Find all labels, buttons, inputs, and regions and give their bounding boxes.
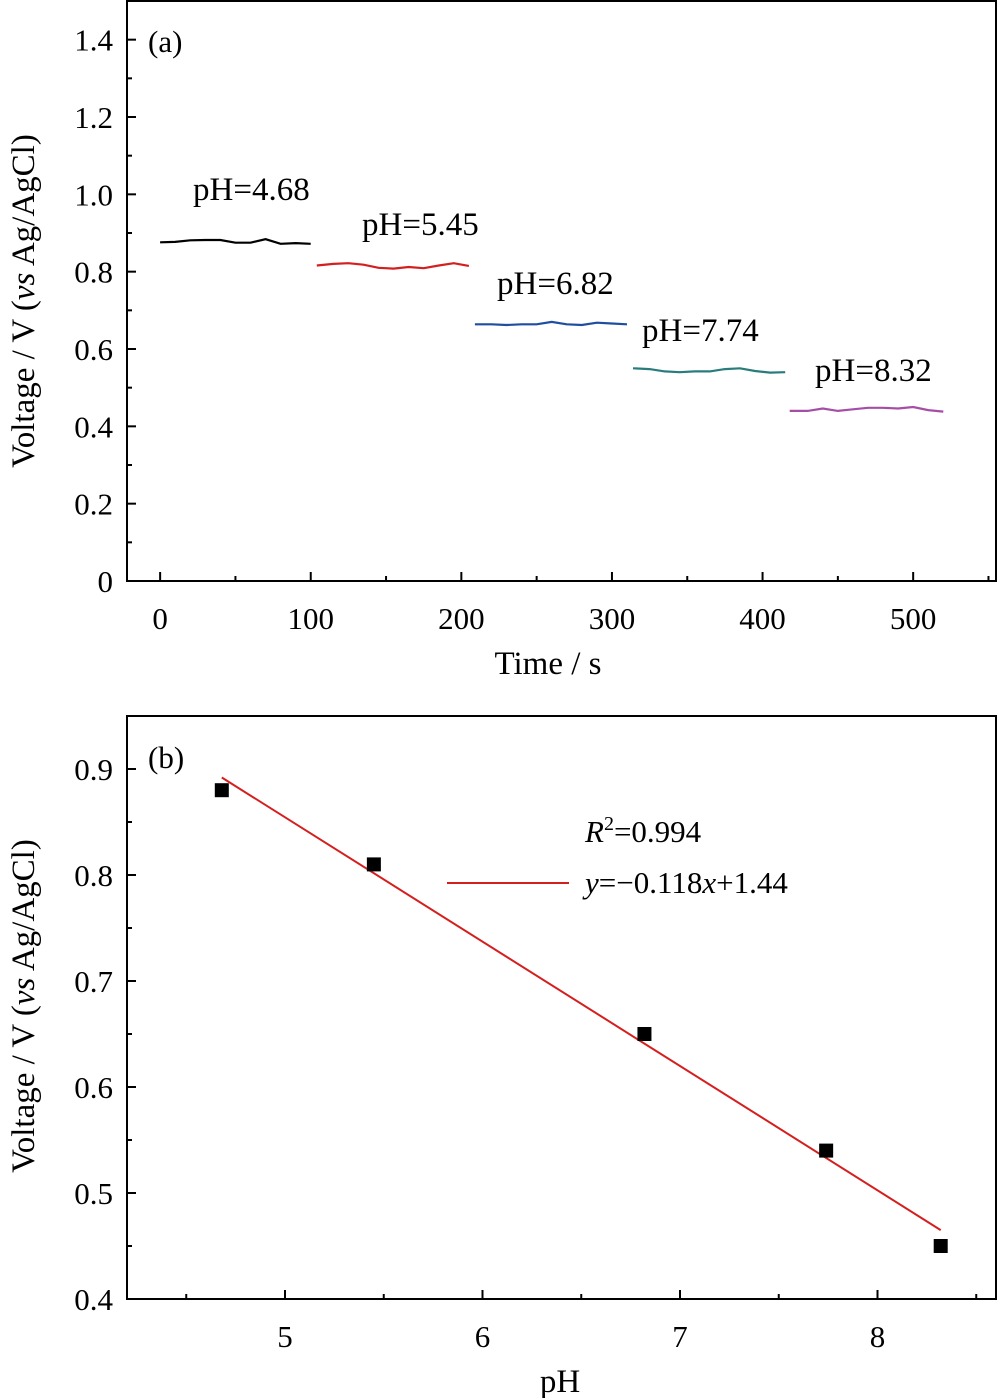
series-label-3: pH=6.82 xyxy=(497,266,614,302)
data-point-4 xyxy=(819,1143,834,1158)
x-tick-label-a: 100 xyxy=(287,601,334,636)
x-tick-label-b: 5 xyxy=(277,1319,293,1354)
y-tick-label-a: 1.0 xyxy=(74,177,113,212)
legend-eq-x: x xyxy=(701,865,716,900)
data-point-2 xyxy=(366,857,381,872)
data-point-1 xyxy=(214,783,229,798)
series-line-4 xyxy=(632,367,786,374)
x-axis-a: 0 100 200 300 400 500 xyxy=(152,572,990,636)
series-line-5 xyxy=(789,405,944,413)
y-tick-label-b: 0.7 xyxy=(74,964,113,999)
x-tick-label-b: 6 xyxy=(475,1319,491,1354)
legend-eq-intercept: +1.44 xyxy=(716,865,788,900)
series-label-5: pH=8.32 xyxy=(815,353,932,389)
y-tick-label-b: 0.5 xyxy=(74,1176,113,1211)
y-title-b-part3: Ag/AgCl) xyxy=(6,839,42,977)
x-axis-title-b: pH xyxy=(540,1364,580,1398)
y-tick-label-a: 0.8 xyxy=(74,255,113,290)
y-axis-a: 0 0.2 0.4 0.6 0.8 1.0 1.2 1.4 xyxy=(74,0,136,599)
y-tick-label-a: 0 xyxy=(98,564,114,599)
y-tick-label-b: 0.4 xyxy=(74,1282,113,1317)
x-tick-label-a: 300 xyxy=(589,601,636,636)
y-tick-label-a: 0.4 xyxy=(74,409,113,444)
y-tick-label-a: 0.6 xyxy=(74,332,113,367)
legend-r2-superscript: 2 xyxy=(604,813,614,835)
y-tick-label-b: 0.8 xyxy=(74,858,113,893)
y-title-a-part2: vs xyxy=(6,273,42,301)
legend-r2-value: =0.994 xyxy=(614,814,702,849)
x-tick-label-a: 200 xyxy=(438,601,485,636)
y-axis-b: 0.4 0.5 0.6 0.7 0.8 0.9 xyxy=(74,752,136,1317)
y-title-a-part1: Voltage / V ( xyxy=(6,300,42,468)
y-axis-title-b: Voltage / V (vs Ag/AgCl) xyxy=(6,839,42,1173)
panel-label-b: (b) xyxy=(148,740,184,775)
panel-a: 00.20.40.60.81.01.21.4 0 100 200 300 400 500 … xyxy=(6,0,997,682)
series-label-4: pH=7.74 xyxy=(642,313,759,349)
series-line-2 xyxy=(316,262,470,270)
y-tick-label-b: 0.9 xyxy=(74,752,113,787)
x-tick-label-a: 400 xyxy=(739,601,786,636)
legend-equation: y=−0.118x+1.44 xyxy=(582,865,788,900)
y-tick-label-a: 0.2 xyxy=(74,487,113,522)
panel-label-a: (a) xyxy=(148,24,182,59)
x-axis-title-a: Time / s xyxy=(495,646,602,682)
y-tick-label-b: 0.6 xyxy=(74,1070,113,1105)
series-label-1: pH=4.68 xyxy=(193,172,310,208)
series-group-a xyxy=(160,238,944,413)
plot-frame-a xyxy=(126,0,997,582)
x-axis-b: 5 6 7 8 xyxy=(185,1290,978,1354)
legend-r2-symbol: R xyxy=(584,814,604,849)
series-labels-a: pH=4.68 pH=5.45 pH=6.82 pH=7.74 pH=8.32 xyxy=(193,172,932,389)
y-title-b-part2: vs xyxy=(6,978,42,1006)
series-line-3 xyxy=(474,320,628,327)
y-title-a-part3: Ag/AgCl) xyxy=(6,134,42,272)
fit-line xyxy=(221,776,942,1231)
series-label-2: pH=5.45 xyxy=(362,207,479,243)
x-tick-label-a: 0 xyxy=(152,601,168,636)
y-tick-label-a: 1.4 xyxy=(74,23,113,58)
y-title-b-part1: Voltage / V ( xyxy=(6,1005,42,1173)
points-group-b xyxy=(214,783,948,1253)
panel-b: 0.4 0.5 0.6 0.7 0.8 0.9 5 6 7 8 (b) R2=0.994 y=−… xyxy=(6,715,997,1398)
data-point-5 xyxy=(933,1239,948,1253)
legend-eq-y: y xyxy=(582,865,599,900)
fit-group-b xyxy=(221,776,942,1231)
y-axis-title-a: Voltage / V (vs Ag/AgCl) xyxy=(6,134,42,468)
x-tick-label-b: 7 xyxy=(672,1319,688,1354)
series-line-1 xyxy=(160,238,311,245)
x-tick-label-a: 500 xyxy=(890,601,937,636)
data-point-3 xyxy=(637,1027,652,1041)
y-tick-label-a: 1.2 xyxy=(74,100,113,135)
x-tick-label-b: 8 xyxy=(870,1319,886,1354)
plot-frame-b xyxy=(126,715,997,1300)
legend-r2: R2=0.994 xyxy=(584,813,702,849)
legend-eq-slope: =−0.118 xyxy=(599,865,703,900)
